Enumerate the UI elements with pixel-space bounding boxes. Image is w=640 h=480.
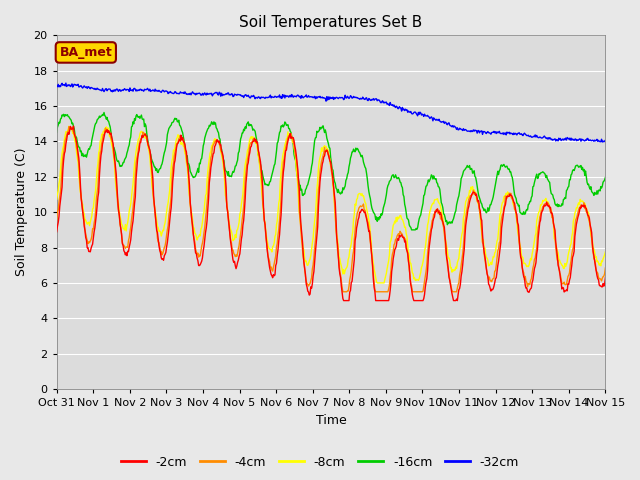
Y-axis label: Soil Temperature (C): Soil Temperature (C) xyxy=(15,148,28,276)
Text: BA_met: BA_met xyxy=(60,46,112,59)
Legend: -2cm, -4cm, -8cm, -16cm, -32cm: -2cm, -4cm, -8cm, -16cm, -32cm xyxy=(116,451,524,474)
Title: Soil Temperatures Set B: Soil Temperatures Set B xyxy=(239,15,422,30)
X-axis label: Time: Time xyxy=(316,414,346,427)
